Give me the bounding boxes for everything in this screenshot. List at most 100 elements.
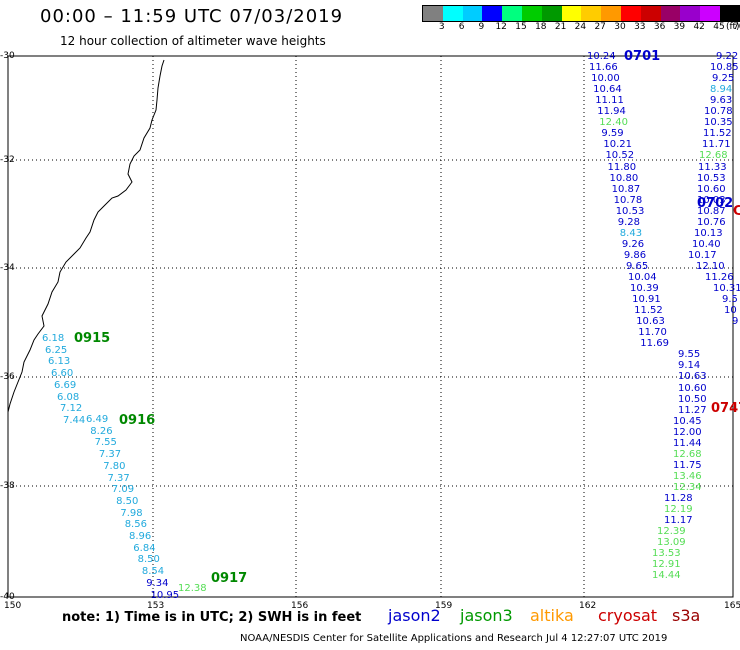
wave-height-value: 10.00: [591, 73, 620, 85]
wave-height-value: 12.68: [673, 448, 702, 460]
wave-height-value: 10.53: [615, 205, 645, 217]
wave-height-value: 11.52: [634, 305, 663, 317]
legend-swatch: [719, 6, 740, 21]
wave-height-value: 9.26: [621, 238, 645, 250]
wave-height-value: 8.26: [90, 425, 113, 437]
wave-height-value: 11.11: [595, 95, 624, 107]
legend-swatch: [700, 6, 720, 21]
legend-swatch: [423, 6, 443, 21]
satellite-altika: altika: [530, 606, 574, 625]
legend-label: 3: [438, 22, 445, 32]
wave-height-value: 10.03: [697, 194, 726, 206]
wave-height-value: 10.39: [630, 283, 659, 295]
wave-height-value: 10.04: [628, 272, 657, 283]
footer-note: note: 1) Time is in UTC; 2) SWH is in fe…: [62, 610, 362, 625]
wave-height-value: 9.28: [617, 216, 641, 228]
wave-height-value: 9.5: [722, 294, 738, 306]
legend-swatch: [521, 6, 542, 21]
coastline: [7, 59, 165, 413]
wave-height-value: 7.37: [98, 449, 122, 461]
legend-swatch: [640, 6, 661, 21]
legend-label: 70: [733, 22, 740, 32]
wave-height-value: 6.60: [51, 368, 74, 380]
wave-height-value: 12.00: [673, 426, 702, 438]
legend-swatch: [482, 6, 503, 21]
pass-label: 0702: [697, 196, 734, 211]
wave-height-value: 12.10: [696, 260, 725, 272]
pass-label: C: [733, 204, 740, 219]
wave-height-value: 10.87: [697, 205, 726, 217]
wave-height-value: 10.60: [697, 183, 726, 195]
wave-height-value: 10.21: [603, 139, 633, 151]
wave-height-value: 10.87: [611, 183, 641, 195]
y-tick-label: -34: [0, 263, 15, 273]
wave-height-value: 6.49: [86, 414, 109, 425]
wave-height-value: 10.80: [609, 172, 639, 184]
wave-height-value: 10.91: [632, 294, 661, 306]
wave-height-value: 6.13: [48, 356, 71, 368]
legend-unit: (ft): [726, 22, 740, 32]
wave-height-value: 10.24: [587, 51, 616, 62]
x-tick-label: 153: [147, 601, 165, 611]
legend-labels: 36912151821242730333639424570: [422, 22, 740, 34]
wave-height-value: 12.19: [664, 504, 693, 516]
wave-height-value: 13.09: [657, 537, 686, 549]
wave-height-value: 11.17: [664, 515, 693, 527]
x-tick-label: 162: [579, 601, 597, 611]
map-frame: [7, 55, 734, 598]
legend-swatch: [620, 6, 641, 21]
wave-height-value: 10.60: [678, 382, 707, 394]
wave-height-value: 6.18: [42, 333, 65, 344]
wave-height-value: 7.55: [94, 437, 117, 449]
satellite-cryosat: cryosat: [598, 606, 658, 625]
legend-label: 39: [673, 22, 686, 32]
wave-height-value: 9.25: [712, 73, 735, 85]
wave-height-value: 9.59: [601, 128, 624, 140]
pass-label: 0915: [74, 331, 111, 346]
wave-height-value: 9.14: [678, 360, 701, 372]
page-subtitle: 12 hour collection of altimeter wave hei…: [60, 34, 326, 48]
wave-height-value: 10.85: [710, 62, 739, 74]
wave-height-value: 8.50: [116, 495, 139, 507]
legend-label: 9: [478, 22, 485, 32]
legend-swatch: [601, 6, 621, 21]
wave-height-value: 10.35: [704, 117, 733, 129]
wave-height-value: 10.50: [678, 393, 707, 405]
wave-height-value: 10.76: [697, 216, 726, 228]
wave-height-value: 7.12: [60, 403, 83, 415]
wave-height-value: 10.63: [636, 316, 665, 328]
wave-height-value: 9.65: [625, 260, 649, 272]
wave-height-value: 11.80: [607, 161, 637, 173]
legend-swatch: [581, 6, 602, 21]
wave-height-value: 9.22: [716, 51, 739, 62]
wave-height-value: 10.52: [605, 150, 635, 162]
wave-height-value: 8.56: [124, 519, 147, 531]
y-tick-label: -30: [0, 51, 15, 61]
wave-height-value: 10.13: [694, 227, 723, 239]
color-legend: [422, 5, 740, 22]
wave-height-value: 7.98: [120, 507, 143, 519]
credit-line: NOAA/NESDIS Center for Satellite Applica…: [240, 633, 668, 644]
x-tick-label: 150: [4, 601, 22, 611]
pass-label: 0917: [211, 571, 248, 586]
legend-label: 6: [458, 22, 465, 32]
wave-height-value: 12.34: [673, 481, 702, 493]
legend-swatch: [442, 6, 463, 21]
wave-height-value: 8.96: [129, 531, 152, 542]
satellite-s3a: s3a: [672, 606, 701, 625]
legend-label: 45: [713, 22, 725, 32]
wave-height-value: 11.26: [705, 272, 734, 283]
x-tick-label: 165: [724, 601, 740, 611]
wave-height-value: 10.53: [697, 172, 726, 184]
page-title: 00:00 – 11:59 UTC 07/03/2019: [40, 6, 344, 27]
y-tick-label: -38: [0, 481, 15, 491]
wave-height-value: 9.63: [710, 95, 733, 107]
y-tick-label: -32: [0, 155, 15, 165]
wave-height-value: 10.45: [673, 415, 702, 427]
legend-swatch: [462, 6, 483, 21]
wave-height-value: 13.53: [652, 548, 681, 560]
wave-height-value: 6.08: [57, 391, 80, 403]
wave-height-value: 10.64: [593, 84, 622, 96]
wave-height-value: 11.69: [640, 338, 669, 350]
